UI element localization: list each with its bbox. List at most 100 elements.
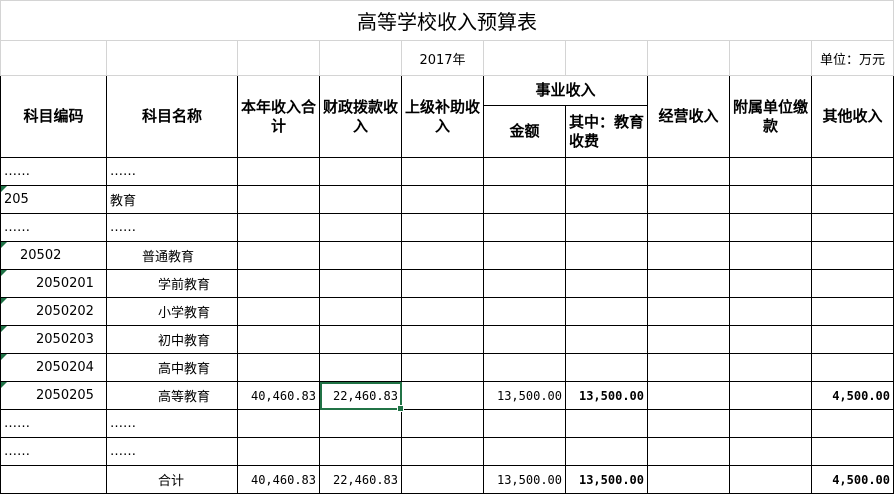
other-cell[interactable] — [811, 325, 894, 354]
cell[interactable] — [647, 353, 730, 382]
total-cell[interactable] — [237, 269, 320, 298]
cell[interactable] — [729, 381, 812, 410]
cell[interactable] — [729, 241, 812, 270]
fiscal-cell[interactable] — [319, 185, 402, 214]
tuition-cell[interactable] — [565, 297, 648, 326]
cell[interactable] — [401, 185, 484, 214]
cell[interactable] — [401, 381, 484, 410]
amount-cell[interactable] — [483, 241, 566, 270]
cell[interactable] — [647, 381, 730, 410]
amount-cell[interactable]: 13,500.00 — [483, 465, 566, 494]
cell[interactable] — [729, 40, 812, 76]
amount-cell[interactable] — [483, 213, 566, 242]
cell[interactable] — [647, 40, 730, 76]
cell[interactable] — [401, 157, 484, 186]
cell[interactable] — [401, 269, 484, 298]
cell[interactable] — [729, 297, 812, 326]
row-name[interactable]: …… — [106, 213, 238, 242]
row-code[interactable]: …… — [0, 437, 107, 466]
amount-cell[interactable] — [483, 297, 566, 326]
amount-cell[interactable] — [483, 325, 566, 354]
row-name[interactable]: 教育 — [106, 185, 238, 214]
cell[interactable] — [729, 409, 812, 438]
fiscal-cell[interactable] — [319, 297, 402, 326]
cell[interactable] — [729, 325, 812, 354]
row-code[interactable]: 20502 — [0, 241, 107, 270]
cell[interactable] — [401, 465, 484, 494]
row-name[interactable]: 小学教育 — [106, 297, 238, 326]
row-name[interactable]: 普通教育 — [106, 241, 238, 270]
cell[interactable] — [729, 185, 812, 214]
cell[interactable] — [401, 437, 484, 466]
fiscal-cell[interactable] — [319, 269, 402, 298]
tuition-cell[interactable] — [565, 213, 648, 242]
fiscal-cell[interactable] — [319, 213, 402, 242]
row-code[interactable] — [0, 465, 107, 494]
cell[interactable] — [729, 465, 812, 494]
header-affiliated[interactable]: 附属单位缴款 — [729, 75, 812, 158]
amount-cell[interactable] — [483, 437, 566, 466]
cell[interactable] — [401, 213, 484, 242]
tuition-cell[interactable] — [565, 269, 648, 298]
row-name[interactable]: 高等教育 — [106, 381, 238, 410]
other-cell[interactable] — [811, 157, 894, 186]
row-code[interactable]: 2050201 — [0, 269, 107, 298]
total-cell[interactable] — [237, 185, 320, 214]
other-cell[interactable]: 4,500.00 — [811, 465, 894, 494]
cell[interactable] — [729, 269, 812, 298]
header-tuition[interactable]: 其中：教育收费 — [565, 105, 648, 158]
row-name[interactable]: …… — [106, 409, 238, 438]
other-cell[interactable] — [811, 213, 894, 242]
row-name[interactable]: 初中教育 — [106, 325, 238, 354]
cell[interactable] — [647, 465, 730, 494]
row-code[interactable]: 2050203 — [0, 325, 107, 354]
unit-cell[interactable]: 单位：万元 — [811, 40, 894, 76]
other-cell[interactable] — [811, 241, 894, 270]
cell[interactable] — [401, 353, 484, 382]
total-cell[interactable]: 40,460.83 — [237, 381, 320, 410]
total-cell[interactable] — [237, 213, 320, 242]
amount-cell[interactable] — [483, 269, 566, 298]
cell[interactable] — [647, 409, 730, 438]
fiscal-cell[interactable] — [319, 157, 402, 186]
amount-cell[interactable] — [483, 353, 566, 382]
fiscal-cell[interactable] — [319, 409, 402, 438]
cell[interactable] — [729, 213, 812, 242]
cell[interactable] — [106, 40, 238, 76]
total-cell[interactable]: 40,460.83 — [237, 465, 320, 494]
header-total[interactable]: 本年收入合计 — [237, 75, 320, 158]
total-cell[interactable] — [237, 157, 320, 186]
cell[interactable] — [319, 40, 402, 76]
cell[interactable] — [483, 40, 566, 76]
total-cell[interactable] — [237, 325, 320, 354]
row-name[interactable]: 学前教育 — [106, 269, 238, 298]
cell[interactable] — [647, 185, 730, 214]
other-cell[interactable] — [811, 437, 894, 466]
year-cell[interactable]: 2017年 — [401, 40, 484, 76]
cell[interactable] — [647, 241, 730, 270]
cell[interactable] — [647, 437, 730, 466]
row-name[interactable]: 合计 — [106, 465, 238, 494]
row-code[interactable]: …… — [0, 157, 107, 186]
tuition-cell[interactable] — [565, 241, 648, 270]
row-code[interactable]: 2050202 — [0, 297, 107, 326]
row-code[interactable]: 2050205 — [0, 381, 107, 410]
cell[interactable] — [0, 40, 107, 76]
tuition-cell[interactable] — [565, 157, 648, 186]
cell[interactable] — [729, 437, 812, 466]
fiscal-cell[interactable] — [319, 437, 402, 466]
fiscal-cell[interactable] — [319, 353, 402, 382]
row-name[interactable]: …… — [106, 437, 238, 466]
header-amount[interactable]: 金额 — [483, 105, 566, 158]
fiscal-cell[interactable]: 22,460.83 — [319, 465, 402, 494]
other-cell[interactable] — [811, 353, 894, 382]
cell[interactable] — [401, 297, 484, 326]
row-code[interactable]: 2050204 — [0, 353, 107, 382]
tuition-cell[interactable] — [565, 409, 648, 438]
amount-cell[interactable] — [483, 157, 566, 186]
cell[interactable] — [401, 409, 484, 438]
other-cell[interactable]: 4,500.00 — [811, 381, 894, 410]
header-business[interactable]: 事业收入 — [483, 75, 648, 106]
tuition-cell[interactable]: 13,500.00 — [565, 465, 648, 494]
amount-cell[interactable]: 13,500.00 — [483, 381, 566, 410]
